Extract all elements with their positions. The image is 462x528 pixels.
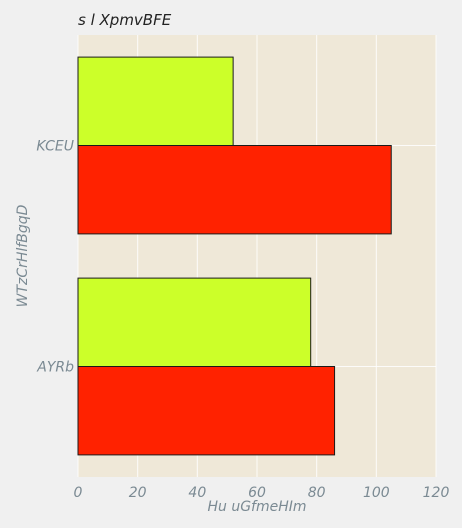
x-tick-label: 0 (74, 485, 83, 501)
x-tick-label: 60 (248, 485, 266, 501)
bar-kceu-series-1 (77, 56, 234, 146)
y-axis-ticks: KCEU AYRb (36, 139, 74, 376)
bar-kceu-series-2 (77, 145, 392, 235)
x-axis-label: Hu uGfmeHIm (207, 499, 306, 515)
bars (77, 56, 392, 456)
y-tick-label: KCEU (36, 139, 74, 155)
x-tick-label: 100 (363, 485, 390, 501)
x-tick-label: 120 (423, 485, 450, 501)
x-tick-label: 20 (129, 485, 147, 501)
x-tick-label: 40 (188, 485, 206, 501)
chart-title: s l XpmvBFE (78, 11, 172, 29)
x-tick-label: 80 (308, 485, 326, 501)
y-tick-label: AYRb (36, 360, 74, 376)
y-axis-label: WTzCrHlfBgqD (15, 204, 31, 307)
bar-ayrb-series-1 (77, 277, 312, 368)
x-axis-ticks: 0 20 40 60 80 100 120 (74, 485, 450, 501)
bar-ayrb-series-2 (77, 366, 336, 456)
